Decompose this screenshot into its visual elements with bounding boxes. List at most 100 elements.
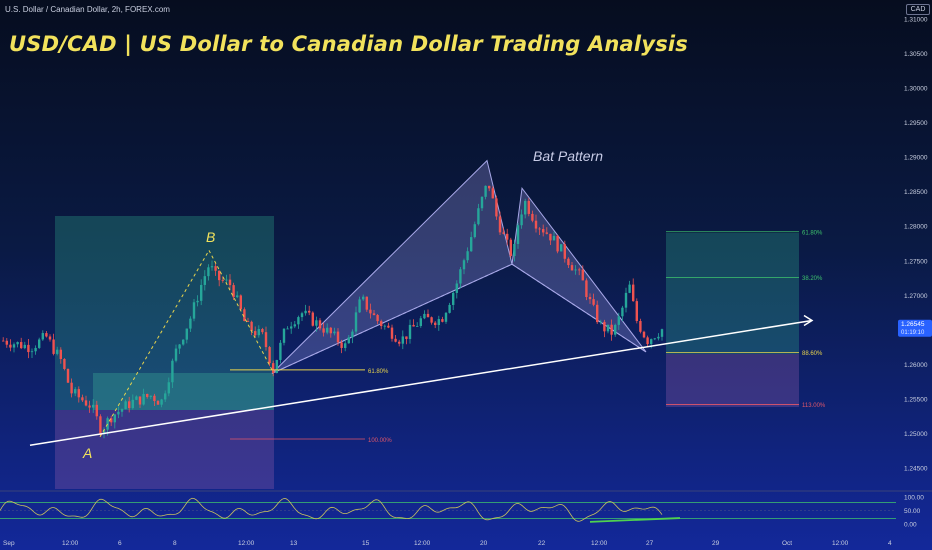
candle-body bbox=[502, 232, 505, 234]
candle-body bbox=[545, 232, 548, 234]
candle-body bbox=[336, 331, 340, 343]
candle-body bbox=[304, 310, 307, 314]
candle-body bbox=[135, 396, 138, 400]
symbol-label[interactable]: U.S. Dollar / Canadian Dollar, 2h, FOREX… bbox=[5, 5, 170, 14]
candle-body bbox=[405, 336, 408, 339]
candle-body bbox=[495, 198, 498, 217]
candle-body bbox=[354, 312, 358, 332]
candle-body bbox=[466, 251, 469, 261]
candle-body bbox=[617, 316, 620, 325]
candle-body bbox=[261, 329, 264, 333]
candle-body bbox=[81, 397, 84, 401]
osc-tick-label: 0.00 bbox=[904, 522, 917, 529]
oscillator-trendline bbox=[589, 517, 681, 523]
point-a-label: A bbox=[82, 445, 92, 461]
candle-body bbox=[95, 404, 98, 417]
candle-body bbox=[401, 336, 404, 344]
candle-body bbox=[282, 328, 286, 343]
candle-body bbox=[34, 347, 37, 352]
candle-body bbox=[84, 400, 88, 406]
candle-body bbox=[588, 297, 592, 300]
candle-body bbox=[315, 320, 318, 326]
candle-body bbox=[376, 315, 379, 322]
candle-body bbox=[398, 341, 401, 344]
candle-body bbox=[426, 313, 430, 318]
candle-body bbox=[2, 340, 5, 342]
time-tick-label: 4 bbox=[888, 540, 892, 547]
candle-body bbox=[149, 395, 152, 397]
candle-body bbox=[574, 269, 577, 271]
candle-body bbox=[383, 325, 386, 327]
candle-body bbox=[650, 339, 653, 345]
candle-body bbox=[92, 404, 95, 408]
fib-right-88-label: 88.60% bbox=[802, 351, 823, 357]
currency-badge[interactable]: CAD bbox=[906, 4, 930, 15]
osc-tick-label: 50.00 bbox=[904, 508, 921, 515]
price-tick-label: 1.26000 bbox=[904, 362, 928, 369]
candle-body bbox=[563, 244, 566, 259]
candle-body bbox=[293, 324, 296, 327]
candle-body bbox=[99, 416, 102, 434]
fib-left-100-label: 100.00% bbox=[368, 438, 392, 444]
candle-body bbox=[556, 235, 559, 252]
candle-body bbox=[113, 414, 116, 423]
candle-body bbox=[250, 321, 253, 332]
candle-body bbox=[657, 336, 660, 339]
axes: 1.31000 1.30500 1.30000 1.29500 1.29000 1.285… bbox=[3, 17, 932, 547]
candle-body bbox=[462, 260, 466, 270]
price-tick-label: 1.30000 bbox=[904, 86, 928, 93]
candle-body bbox=[174, 348, 178, 361]
candle-body bbox=[455, 283, 458, 293]
candle-body bbox=[419, 318, 422, 326]
candle-body bbox=[592, 299, 595, 305]
candle-body bbox=[333, 331, 336, 334]
price-tick-label: 1.27500 bbox=[904, 258, 928, 265]
candle-body bbox=[660, 329, 664, 337]
candle-body bbox=[120, 409, 124, 412]
candle-body bbox=[12, 344, 16, 348]
candle-body bbox=[642, 331, 646, 338]
price-tick-label: 1.29000 bbox=[904, 155, 928, 162]
candle-body bbox=[297, 317, 300, 325]
time-tick-label: 29 bbox=[712, 540, 720, 547]
candle-body bbox=[232, 285, 235, 298]
fib-right-113-label: 113.00% bbox=[802, 403, 826, 409]
candle-body bbox=[117, 411, 120, 415]
candle-body bbox=[628, 284, 631, 293]
candle-body bbox=[358, 299, 361, 313]
candle-body bbox=[351, 331, 354, 338]
bat-pattern-xb-line bbox=[271, 263, 513, 374]
time-tick-label: 15 bbox=[362, 540, 370, 547]
candle-body bbox=[473, 224, 476, 238]
candle-body bbox=[23, 344, 26, 349]
candle-body bbox=[488, 185, 491, 189]
candle-body bbox=[498, 216, 502, 233]
candle-body bbox=[549, 233, 552, 241]
candle-body bbox=[279, 342, 282, 360]
candle-body bbox=[603, 321, 606, 332]
candle-body bbox=[182, 339, 185, 345]
candle-body bbox=[257, 329, 260, 336]
candle-body bbox=[77, 389, 80, 398]
candle-body bbox=[88, 405, 91, 408]
candle-body bbox=[41, 333, 44, 340]
candle-body bbox=[200, 284, 203, 301]
candle-body bbox=[196, 300, 199, 303]
candle-body bbox=[110, 418, 113, 423]
candle-body bbox=[484, 185, 487, 197]
time-tick-label: 13 bbox=[290, 540, 298, 547]
time-tick-label: 6 bbox=[118, 540, 122, 547]
overlays: B A Bat Pattern 61.80% 100.00% 61.80% 38.20% 88… bbox=[29, 148, 826, 461]
candle-body bbox=[520, 214, 523, 226]
candle-body bbox=[516, 225, 520, 244]
candle-body bbox=[624, 292, 628, 308]
time-tick-label: 12:00 bbox=[62, 540, 79, 547]
candle-body bbox=[30, 351, 34, 353]
candle-body bbox=[621, 307, 624, 317]
current-price-badge bbox=[898, 319, 932, 337]
candle-body bbox=[272, 363, 275, 374]
candle-body bbox=[570, 265, 574, 271]
price-tick-label: 1.25000 bbox=[904, 431, 928, 438]
